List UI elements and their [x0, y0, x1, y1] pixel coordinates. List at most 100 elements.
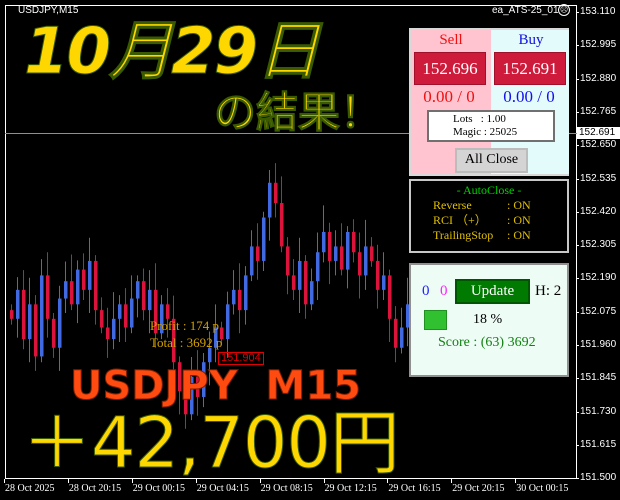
price-tick: 152.075 [580, 305, 617, 317]
price-tick-mark [576, 45, 579, 47]
candle-body [16, 289, 20, 319]
time-tick: 29 Oct 16:15 [388, 483, 441, 494]
candle-body [304, 260, 308, 305]
candle-body [400, 327, 404, 348]
autoclose-title: - AutoClose - [456, 183, 522, 197]
candle-body [334, 246, 338, 261]
price-tick: 152.880 [580, 72, 617, 84]
autoclose-value: : ON [507, 213, 531, 227]
all-close-button[interactable]: All Close [455, 148, 528, 173]
ea-name-label: ea_ATS-25_01 [492, 5, 559, 16]
candle-body [142, 281, 146, 311]
candle-body [148, 289, 152, 311]
time-tick-mark [451, 479, 453, 483]
total-text: Total : 3692 p [150, 335, 223, 350]
price-tick: 152.995 [580, 39, 617, 51]
candle-body [382, 275, 386, 290]
candle-body [286, 246, 290, 276]
autoclose-row: RCI （+） : ON [411, 213, 567, 228]
candle-body [370, 246, 374, 261]
candle-body [34, 304, 38, 357]
candle-body [406, 304, 410, 328]
price-tick: 151.845 [580, 372, 617, 384]
price-tick-mark [576, 478, 579, 480]
time-tick-mark [67, 479, 69, 483]
time-tick-mark [4, 479, 5, 483]
candle-body [178, 362, 182, 392]
candle-body [118, 304, 122, 319]
candle-body [268, 182, 272, 218]
price-tick: 151.500 [580, 472, 617, 484]
candle-body [64, 281, 68, 299]
status-panel: 0 0 Update H: 2 18 % Score : (63) 3692 [409, 263, 569, 377]
candle-body [310, 281, 314, 305]
price-tick-mark [576, 411, 579, 413]
autoclose-value: : ON [507, 228, 531, 242]
price-tick: 152.190 [580, 272, 617, 284]
price-tick-mark [576, 278, 579, 280]
candle-body [274, 182, 278, 204]
candle-body [184, 391, 188, 415]
candle-body [196, 376, 200, 397]
sell-position: 0.00 / 0 [423, 87, 475, 106]
price-tick: 152.535 [580, 172, 617, 184]
candle-body [52, 318, 56, 348]
time-tick: 29 Oct 00:15 [132, 483, 186, 494]
autoclose-row: Reverse: ON [411, 198, 567, 213]
candle-body [124, 304, 128, 328]
progress-indicator [424, 310, 447, 330]
time-tick-mark [259, 479, 261, 483]
time-tick-mark [195, 479, 197, 483]
candle-body [244, 275, 248, 311]
price-tick-mark [576, 145, 579, 147]
time-tick: 28 Oct 20:15 [68, 483, 122, 494]
result-subtitle: の結果！ [213, 88, 383, 137]
candle-body [94, 260, 98, 311]
candle-body [232, 289, 236, 305]
pair-title: USDJPY M15 [70, 363, 362, 409]
buy-button[interactable]: 152.691 [494, 52, 566, 85]
price-tick-mark [576, 78, 579, 80]
candle-body [262, 217, 266, 261]
time-tick-mark [131, 479, 133, 483]
price-tick-mark [576, 378, 579, 380]
magic-value: Magic : 25025 [453, 126, 518, 138]
candle-body [202, 362, 206, 397]
candle-body [40, 275, 44, 357]
candle-body [280, 203, 284, 247]
candle-body [364, 246, 368, 276]
autoclose-label: TrailingStop [433, 228, 494, 242]
profit-amount: ＋42,700円 [22, 402, 401, 484]
candle-body [22, 289, 26, 340]
buy-label: Buy [518, 32, 544, 48]
candle-body [46, 275, 50, 319]
blue-count: 0 [422, 283, 430, 299]
lots-value: Lots : 1.00 [453, 113, 506, 125]
price-tick: 152.420 [580, 205, 617, 217]
profit-text: Profit : 174 p [150, 318, 219, 333]
date-title: 10月29日 [23, 15, 320, 89]
candle-body [166, 304, 170, 319]
autoclose-label: RCI （+） [433, 213, 487, 227]
sell-button[interactable]: 152.696 [414, 52, 486, 85]
candle-body [208, 347, 212, 363]
chart-frame [5, 5, 577, 479]
sad-face-icon[interactable]: ☹ [558, 4, 570, 16]
candle-body [292, 275, 296, 290]
score-text: Score : (63) 3692 [438, 335, 536, 350]
time-tick-mark [323, 479, 325, 483]
candle-body [394, 318, 398, 348]
candle-body [160, 304, 164, 334]
candle-body [358, 252, 362, 276]
candle-body [190, 376, 194, 415]
price-tick: 152.650 [580, 139, 617, 151]
candle-body [88, 260, 92, 290]
price-tick: 151.960 [580, 339, 617, 350]
candle-body [340, 246, 344, 270]
candle-body [250, 246, 254, 276]
candle-body [346, 231, 350, 270]
time-tick: 29 Oct 20:15 [452, 483, 505, 494]
candle-body [100, 310, 104, 328]
price-tick: 151.615 [580, 438, 617, 450]
update-button[interactable]: Update [455, 279, 530, 304]
